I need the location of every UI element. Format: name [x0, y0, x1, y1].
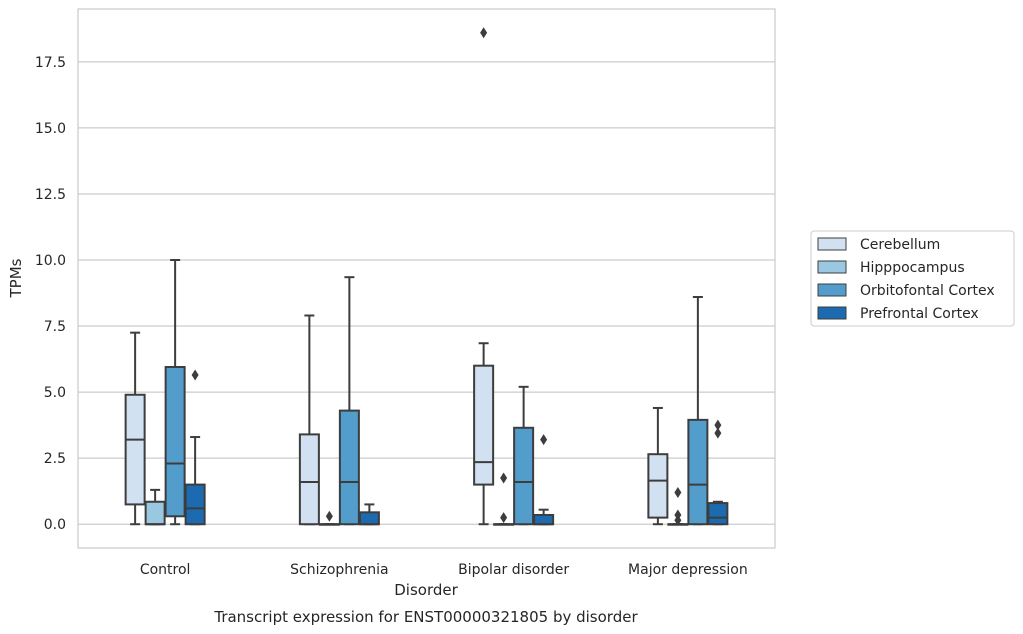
box: [513, 426, 535, 526]
x-axis-label: Disorder: [394, 581, 458, 599]
outlier-point: [500, 512, 508, 524]
x-tick-label: Schizophrenia: [290, 562, 388, 578]
y-tick-label: 2.5: [44, 451, 66, 467]
legend-frame: [810, 230, 1015, 327]
outlier-point: [540, 434, 548, 446]
legend-swatch: [817, 237, 847, 251]
box: [533, 513, 555, 526]
legend-label: Orbitofontal Cortex: [860, 283, 995, 299]
series-orbitofontal-cortex: [164, 259, 709, 526]
legend-swatch: [817, 260, 847, 274]
x-tick-label: Major depression: [628, 562, 748, 578]
y-tick-label: 5.0: [44, 385, 66, 401]
box: [707, 502, 729, 526]
outlier-point: [500, 472, 508, 484]
outlier-point: [191, 369, 199, 381]
legend-label: Hipppocampus: [860, 260, 965, 276]
figure-caption: Transcript expression for ENST0000032180…: [213, 608, 638, 626]
legend-swatch: [817, 306, 847, 320]
y-tick-label: 7.5: [44, 319, 66, 335]
box: [358, 511, 380, 526]
y-tick-label: 17.5: [35, 55, 66, 71]
series-hipppocampus: [144, 472, 689, 526]
box-series: [124, 27, 729, 526]
box: [473, 364, 495, 486]
y-tick-label: 0.0: [44, 517, 66, 533]
x-tick-labels: Control Schizophrenia Bipolar disorder Majo…: [140, 562, 748, 578]
box: [124, 393, 146, 506]
series-cerebellum: [124, 27, 669, 526]
outlier-point: [674, 487, 682, 499]
box: [298, 433, 320, 526]
series-prefrontal-cortex: [184, 369, 729, 526]
outlier-point: [714, 427, 722, 439]
x-tick-label: Control: [140, 562, 191, 578]
legend-swatch: [817, 283, 847, 297]
legend-label: Prefrontal Cortex: [860, 306, 979, 322]
y-tick-labels: 0.0 2.5 5.0 7.5 10.0 12.5 15.0 17.5: [35, 55, 66, 533]
y-tick-label: 15.0: [35, 121, 66, 137]
outlier-point: [480, 27, 488, 39]
box: [687, 418, 709, 526]
plot-frame: [77, 8, 776, 549]
outlier-point: [325, 510, 333, 522]
y-tick-label: 12.5: [35, 187, 66, 203]
outlier-point: [674, 514, 682, 526]
legend-label: Cerebellum: [860, 237, 940, 253]
box: [164, 366, 186, 518]
box: [184, 483, 206, 526]
box: [647, 453, 669, 519]
y-axis-label: TPMs: [7, 258, 25, 298]
box: [144, 500, 166, 526]
x-tick-label: Bipolar disorder: [458, 562, 569, 578]
outlier-point: [714, 419, 722, 431]
box: [338, 409, 360, 526]
legend: Cerebellum Hipppocampus Orbitofontal Corte…: [810, 230, 1015, 327]
y-tick-label: 10.0: [35, 253, 66, 269]
